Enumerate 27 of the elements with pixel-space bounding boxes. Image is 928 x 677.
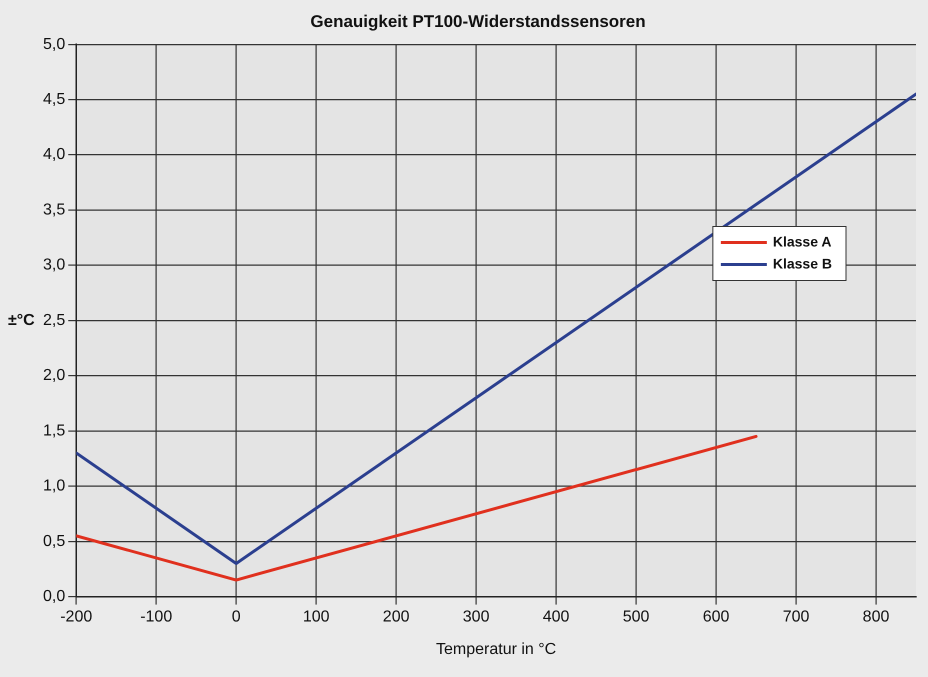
- x-tick-label: -200: [60, 608, 92, 626]
- x-tick-label: 300: [462, 608, 490, 626]
- x-tick-label: 100: [302, 608, 330, 626]
- chart-title: Genauigkeit PT100-Widerstandssensoren: [310, 12, 646, 31]
- y-tick-label: 4,5: [42, 91, 66, 108]
- y-tick-label: 2,5: [42, 312, 66, 329]
- y-tick-label: 0,0: [42, 588, 66, 606]
- y-tick-label: 3,5: [42, 201, 66, 218]
- x-tick-label: 700: [782, 608, 810, 626]
- y-tick-label: 0,5: [42, 532, 66, 550]
- y-tick-label: 1,0: [42, 478, 66, 495]
- x-tick-label: -100: [140, 608, 172, 626]
- x-axis-title: Temperatur in °C: [436, 640, 556, 658]
- x-tick-label: 200: [382, 608, 410, 626]
- y-tick-label: 2,0: [42, 367, 66, 384]
- y-tick-label: 5,0: [42, 36, 66, 53]
- x-tick-label: 0: [232, 608, 241, 626]
- x-tick-label: 600: [702, 608, 730, 626]
- legend-label: Klasse A: [772, 233, 832, 250]
- y-tick-label: 3,0: [42, 256, 66, 274]
- y-tick-label: 4,0: [42, 146, 66, 164]
- legend-label: Klasse B: [772, 255, 832, 272]
- y-axis-title: ±°C: [8, 312, 36, 329]
- x-tick-label: 800: [862, 608, 890, 626]
- x-tick-label: 500: [622, 608, 650, 626]
- y-tick-label: 1,5: [42, 422, 66, 440]
- x-tick-label: 400: [542, 608, 570, 626]
